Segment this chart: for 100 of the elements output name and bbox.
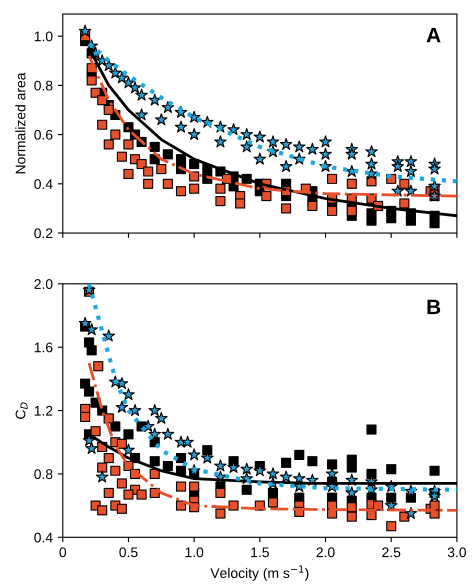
point: [162, 100, 174, 113]
point: [155, 113, 168, 126]
point: [306, 142, 319, 155]
point: [116, 400, 128, 413]
point: [122, 388, 135, 400]
x-tick-label: 0: [59, 547, 66, 558]
y-tick-label: 0.6: [34, 130, 52, 140]
point: [365, 145, 378, 158]
point: [280, 160, 292, 172]
point: [214, 135, 227, 148]
point: [254, 130, 266, 142]
point: [281, 203, 292, 214]
point: [319, 135, 332, 148]
point: [268, 488, 278, 498]
point: [128, 81, 142, 94]
point: [346, 512, 357, 522]
point: [430, 218, 440, 228]
point: [136, 159, 147, 170]
point: [84, 386, 94, 397]
point: [97, 505, 108, 516]
point: [215, 196, 226, 206]
point: [93, 361, 104, 372]
x-tick-label: 1.5: [251, 548, 269, 558]
point: [110, 130, 120, 140]
point: [155, 412, 168, 424]
point: [188, 448, 200, 460]
point: [78, 24, 92, 37]
point: [281, 458, 292, 468]
point: [90, 88, 101, 98]
point: [148, 404, 162, 416]
x-tick-label: 0.5: [119, 547, 138, 558]
point: [176, 500, 186, 511]
point: [215, 184, 226, 194]
point: [162, 149, 173, 160]
point: [428, 180, 441, 192]
annotation: B: [427, 300, 440, 314]
point: [404, 506, 418, 519]
point: [242, 484, 252, 495]
x-axis-title: Velocity (m s$^{−1}$): [210, 566, 308, 581]
point: [176, 154, 186, 164]
point: [143, 178, 154, 189]
point: [292, 140, 306, 152]
point: [104, 488, 114, 498]
y-tick-label: 2.0: [34, 279, 53, 289]
point: [261, 191, 272, 202]
point: [102, 330, 116, 342]
point: [97, 120, 108, 130]
annotation: A: [426, 28, 441, 42]
point: [143, 166, 154, 177]
point: [346, 206, 357, 216]
point: [386, 492, 396, 503]
point: [327, 174, 338, 184]
point: [404, 155, 418, 168]
point: [90, 426, 101, 436]
point: [327, 459, 338, 470]
point: [346, 462, 357, 473]
point: [346, 502, 357, 512]
point: [174, 120, 188, 133]
point: [176, 482, 186, 492]
y-axis-title: Normalized area: [15, 72, 26, 174]
y-tick-label: 0.8: [34, 469, 52, 480]
point: [181, 436, 194, 448]
point: [240, 128, 253, 140]
point: [215, 488, 226, 498]
point: [188, 128, 200, 140]
point: [428, 490, 441, 502]
point: [162, 428, 174, 440]
point: [240, 140, 253, 152]
point: [116, 71, 128, 84]
x-tick-label: 3.0: [448, 547, 466, 558]
y-tick-label: 1.0: [34, 31, 53, 42]
point: [85, 442, 98, 454]
point: [116, 152, 127, 162]
point: [386, 464, 396, 474]
point: [307, 200, 318, 212]
y-tick-label: 0.4: [34, 179, 53, 189]
point: [148, 94, 162, 106]
y-tick-label: 1.6: [34, 342, 52, 352]
point: [189, 184, 200, 194]
point: [162, 178, 173, 189]
point: [97, 95, 108, 106]
point: [430, 466, 440, 476]
y-tick-label: 1.2: [34, 406, 52, 416]
point: [104, 104, 114, 116]
point: [240, 462, 253, 475]
point: [189, 482, 200, 492]
point: [366, 216, 377, 226]
x-tick-label: 2.5: [382, 547, 400, 558]
point: [150, 142, 160, 152]
point: [319, 148, 332, 160]
point: [150, 488, 160, 498]
y-tick-label: 0.2: [34, 228, 52, 238]
point: [399, 198, 410, 209]
point: [366, 424, 377, 435]
point: [110, 466, 120, 476]
point: [214, 459, 227, 472]
point: [156, 164, 166, 174]
point: [235, 198, 246, 209]
point: [327, 206, 338, 216]
point: [202, 445, 212, 456]
